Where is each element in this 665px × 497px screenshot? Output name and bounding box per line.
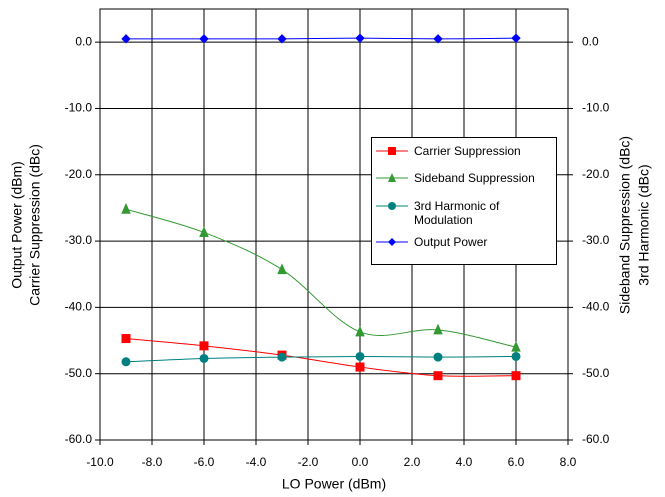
marker bbox=[511, 33, 521, 43]
y-tick-label: 0.0 bbox=[75, 34, 92, 48]
y-tick-label: -20.0 bbox=[65, 167, 93, 181]
legend-label: 3rd Harmonic of Modulation bbox=[414, 199, 500, 227]
x-tick-label: -10.0 bbox=[86, 455, 114, 469]
y2-axis-label: Sideband Suppression (dBc) bbox=[617, 136, 633, 314]
legend-marker bbox=[388, 147, 396, 155]
y-tick-label: -60.0 bbox=[65, 432, 93, 446]
y2-tick-label: -50.0 bbox=[582, 366, 610, 380]
y-tick-label: -30.0 bbox=[65, 233, 93, 247]
y-tick-label: -10.0 bbox=[65, 101, 93, 115]
marker bbox=[433, 323, 443, 335]
marker bbox=[355, 351, 365, 361]
legend-label: Carrier Suppression bbox=[414, 144, 521, 158]
legend-swatch bbox=[376, 173, 408, 182]
x-tick-label: -6.0 bbox=[194, 455, 215, 469]
marker bbox=[433, 371, 443, 381]
x-tick-label: -2.0 bbox=[298, 455, 319, 469]
x-tick-label: 6.0 bbox=[508, 455, 525, 469]
series-line bbox=[126, 37, 517, 40]
marker bbox=[277, 263, 287, 275]
marker bbox=[277, 352, 287, 362]
marker bbox=[511, 340, 521, 352]
y2-tick-label: -30.0 bbox=[582, 233, 610, 247]
legend-marker bbox=[388, 202, 396, 210]
marker bbox=[355, 325, 365, 337]
marker bbox=[121, 334, 131, 344]
y-axis-label: Carrier Suppression (dBc) bbox=[27, 144, 43, 306]
y2-tick-label: -60.0 bbox=[582, 432, 610, 446]
y-tick-label: -40.0 bbox=[65, 300, 93, 314]
x-tick-label: -4.0 bbox=[246, 455, 267, 469]
legend-label: Sideband Suppression bbox=[414, 171, 535, 185]
marker bbox=[355, 362, 365, 372]
y-tick-label: -50.0 bbox=[65, 366, 93, 380]
marker bbox=[199, 341, 209, 351]
x-axis-label: LO Power (dBm) bbox=[282, 476, 386, 492]
y2-axis-label: 3rd Harmonic (dBc) bbox=[636, 164, 652, 285]
x-tick-label: 8.0 bbox=[560, 455, 577, 469]
marker bbox=[511, 371, 521, 381]
marker bbox=[355, 33, 365, 43]
y-axis-label: Output Power (dBm) bbox=[9, 161, 25, 289]
y2-tick-label: -40.0 bbox=[582, 300, 610, 314]
legend-swatch bbox=[376, 238, 408, 246]
x-tick-label: 2.0 bbox=[404, 455, 421, 469]
marker bbox=[121, 34, 131, 44]
legend-swatch bbox=[376, 147, 408, 155]
plot-frame bbox=[99, 8, 569, 441]
marker bbox=[433, 34, 443, 44]
marker bbox=[277, 34, 287, 44]
x-tick-label: 4.0 bbox=[456, 455, 473, 469]
marker bbox=[121, 203, 131, 214]
legend: Carrier Suppression Sideband Suppression 3… bbox=[371, 137, 557, 265]
legend-label: Output Power bbox=[414, 235, 488, 249]
y2-tick-label: -20.0 bbox=[582, 167, 610, 181]
legend-marker bbox=[388, 173, 396, 182]
x-tick-label: 0.0 bbox=[352, 455, 369, 469]
series-line bbox=[125, 338, 517, 377]
y2-tick-label: -10.0 bbox=[582, 101, 610, 115]
marker bbox=[199, 34, 209, 44]
marker bbox=[511, 351, 521, 361]
series-line bbox=[125, 355, 517, 363]
y2-tick-label: 0.0 bbox=[582, 34, 599, 48]
legend-swatch bbox=[376, 202, 408, 210]
marker bbox=[199, 226, 209, 237]
x-tick-label: -8.0 bbox=[142, 455, 163, 469]
legend-marker bbox=[388, 238, 396, 246]
marker bbox=[433, 352, 443, 362]
marker bbox=[199, 353, 209, 363]
marker bbox=[121, 357, 131, 367]
